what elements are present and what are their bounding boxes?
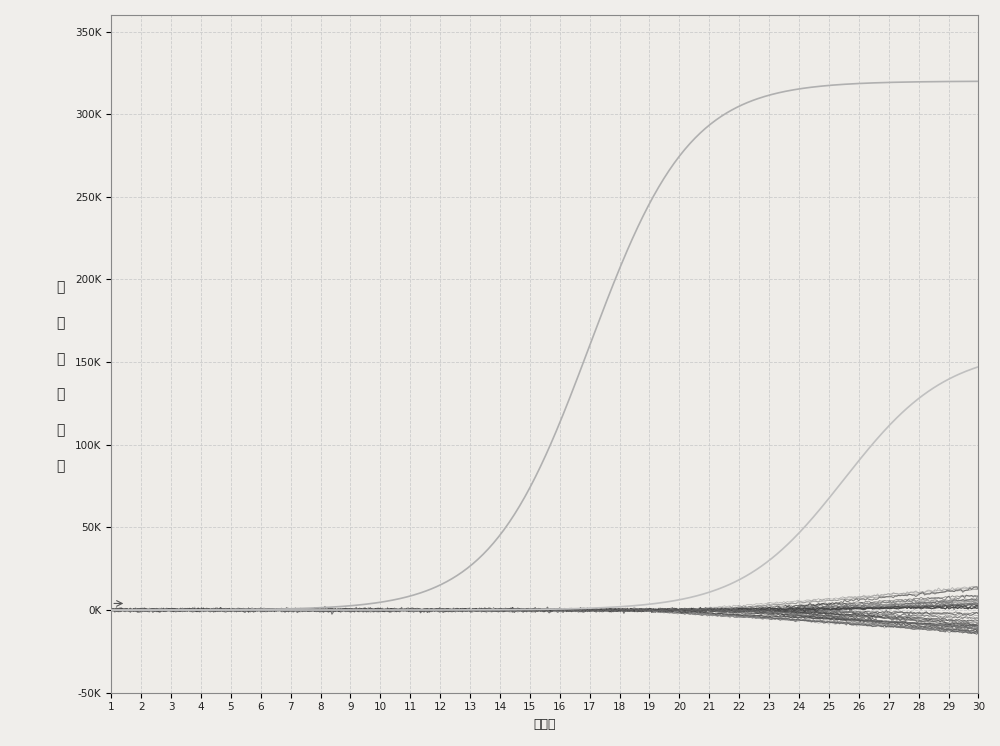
Text: 度: 度	[56, 460, 64, 473]
Text: 荧: 荧	[56, 352, 64, 366]
Text: 对: 对	[56, 316, 64, 330]
Text: 光: 光	[56, 388, 64, 401]
X-axis label: 循环数: 循环数	[534, 718, 556, 731]
Text: 强: 强	[56, 424, 64, 437]
Text: 相: 相	[56, 280, 64, 294]
